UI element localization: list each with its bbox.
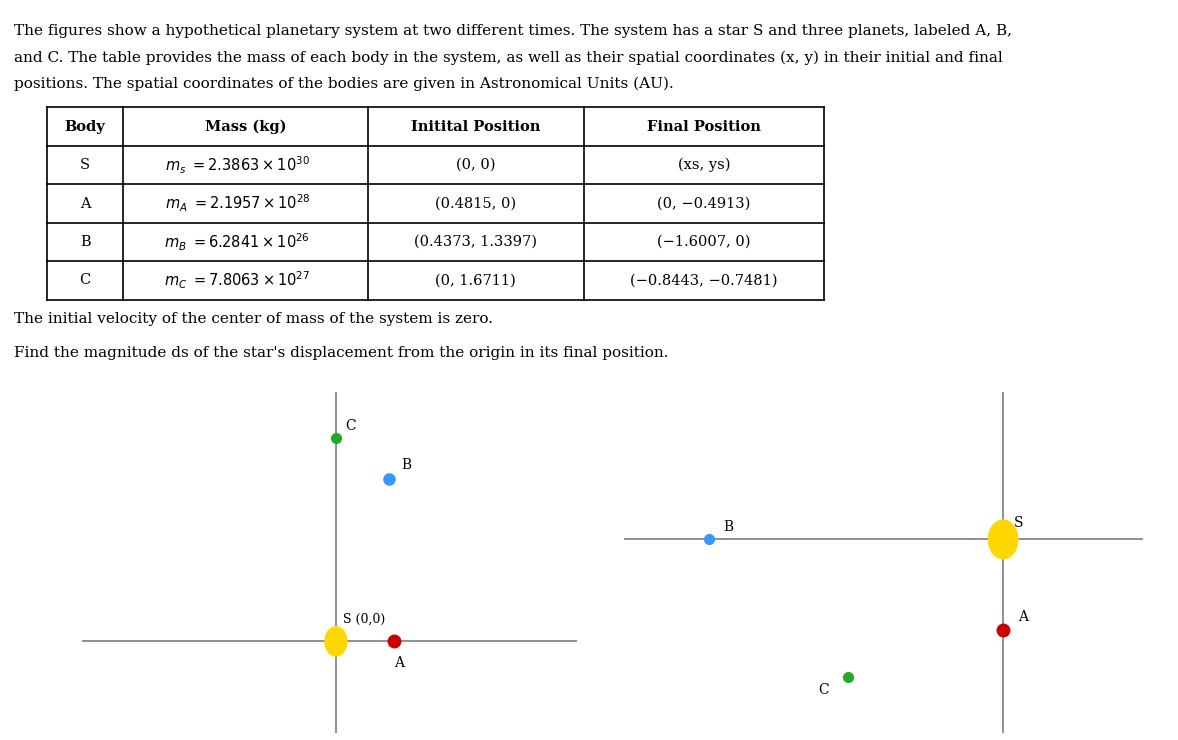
Text: S: S bbox=[80, 158, 91, 172]
Text: B: B bbox=[723, 520, 734, 534]
Text: (0, −0.4913): (0, −0.4913) bbox=[657, 197, 750, 210]
Text: (xs, ys): (xs, ys) bbox=[677, 158, 730, 172]
Ellipse shape bbox=[988, 520, 1018, 559]
Text: C: C bbox=[80, 274, 91, 287]
Text: S (0,0): S (0,0) bbox=[343, 613, 385, 625]
Ellipse shape bbox=[325, 627, 346, 656]
Text: (0.4373, 1.3397): (0.4373, 1.3397) bbox=[415, 235, 537, 249]
Text: C: C bbox=[345, 420, 356, 434]
Text: and C. The table provides the mass of each body in the system, as well as their : and C. The table provides the mass of ea… bbox=[14, 50, 1002, 64]
Text: Find the magnitude ds of the star's displacement from the origin in its final po: Find the magnitude ds of the star's disp… bbox=[14, 346, 669, 360]
Text: The figures show a hypothetical planetary system at two different times. The sys: The figures show a hypothetical planetar… bbox=[14, 24, 1012, 38]
Text: positions. The spatial coordinates of the bodies are given in Astronomical Units: positions. The spatial coordinates of th… bbox=[14, 77, 674, 91]
Text: A: A bbox=[80, 197, 91, 210]
Text: (−1.6007, 0): (−1.6007, 0) bbox=[657, 235, 750, 249]
Text: Mass (kg): Mass (kg) bbox=[205, 119, 286, 134]
Text: B: B bbox=[80, 235, 91, 249]
Text: (−0.8443, −0.7481): (−0.8443, −0.7481) bbox=[630, 274, 777, 287]
Text: (0.4815, 0): (0.4815, 0) bbox=[435, 197, 516, 210]
Text: Final Position: Final Position bbox=[647, 120, 761, 133]
Text: (0, 1.6711): (0, 1.6711) bbox=[436, 274, 516, 287]
Text: $m_{s}$ $= 2.3863 \times 10^{30}$: $m_{s}$ $= 2.3863 \times 10^{30}$ bbox=[165, 155, 310, 175]
Text: C: C bbox=[819, 682, 829, 696]
Text: A: A bbox=[1018, 610, 1028, 625]
Text: Initital Position: Initital Position bbox=[411, 120, 541, 133]
Text: Body: Body bbox=[65, 120, 106, 133]
Text: S: S bbox=[1014, 517, 1024, 530]
Text: $m_{A}$ $= 2.1957 \times 10^{28}$: $m_{A}$ $= 2.1957 \times 10^{28}$ bbox=[165, 193, 310, 214]
Text: The initial velocity of the center of mass of the system is zero.: The initial velocity of the center of ma… bbox=[14, 312, 494, 326]
Text: A: A bbox=[395, 656, 404, 670]
Text: B: B bbox=[402, 459, 411, 472]
Text: $m_{B}$ $= 6.2841 \times 10^{26}$: $m_{B}$ $= 6.2841 \times 10^{26}$ bbox=[165, 232, 310, 252]
Text: $m_{C}$ $= 7.8063 \times 10^{27}$: $m_{C}$ $= 7.8063 \times 10^{27}$ bbox=[164, 270, 311, 291]
Text: (0, 0): (0, 0) bbox=[456, 158, 496, 172]
